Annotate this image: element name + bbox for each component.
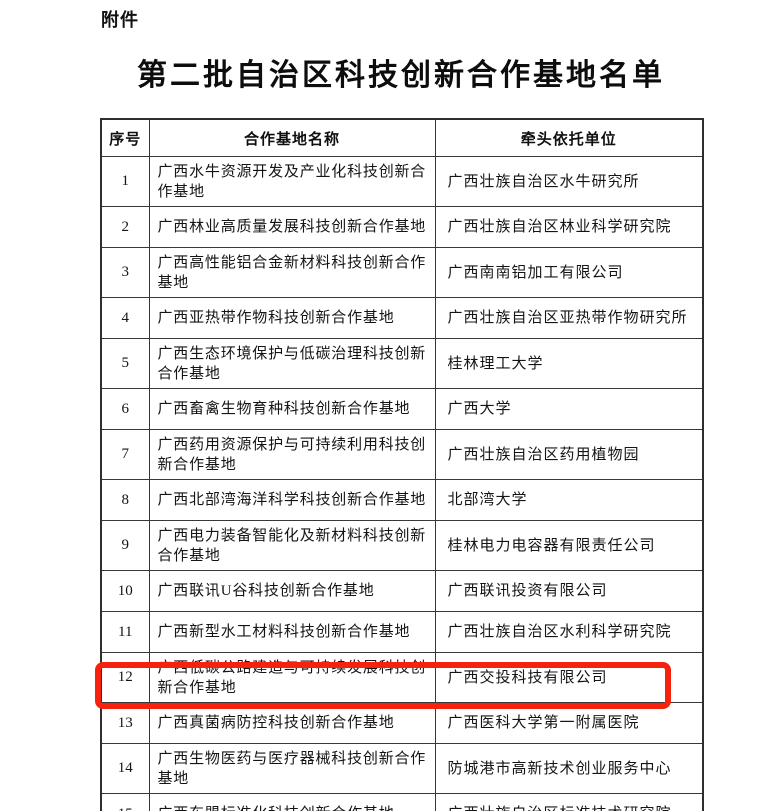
base-name-cell: 广西高性能铝合金新材料科技创新合作基地 [148,247,436,298]
row-index-cell: 1 [100,156,150,207]
row-index-cell: 9 [100,520,150,571]
table-row: 5 广西生态环境保护与低碳治理科技创新合作基地 桂林理工大学 [100,338,704,389]
unit-cell: 防城港市高新技术创业服务中心 [434,743,704,794]
column-header-index: 序号 [100,118,150,157]
unit-cell: 广西医科大学第一附属医院 [434,702,704,744]
unit-cell: 广西壮族自治区标准技术研究院 [434,793,704,811]
unit-cell: 广西壮族自治区水利科学研究院 [434,611,704,653]
unit-cell: 广西南南铝加工有限公司 [434,247,704,298]
unit-cell: 北部湾大学 [434,479,704,521]
page-title: 第二批自治区科技创新合作基地名单 [137,59,665,92]
base-name-cell: 广西北部湾海洋科学科技创新合作基地 [148,479,436,521]
row-index-cell: 12 [100,652,150,703]
table-row: 12 广西低碳公路建造与可持续发展科技创新合作基地 广西交投科技有限公司 [100,652,704,703]
base-name-cell: 广西畜禽生物育种科技创新合作基地 [148,388,436,430]
table-row: 4 广西亚热带作物科技创新合作基地 广西壮族自治区亚热带作物研究所 [100,297,704,339]
table-row: 8 广西北部湾海洋科学科技创新合作基地 北部湾大学 [100,479,704,521]
unit-cell: 广西壮族自治区亚热带作物研究所 [434,297,704,339]
unit-cell: 广西壮族自治区药用植物园 [434,429,704,480]
table-row: 1 广西水牛资源开发及产业化科技创新合作基地 广西壮族自治区水牛研究所 [100,156,704,207]
cooperation-base-table: 序号 合作基地名称 牵头依托单位 1 广西水牛资源开发及产业化科技创新合作基地 … [100,118,704,811]
unit-cell: 广西壮族自治区林业科学研究院 [434,206,704,248]
row-index-cell: 4 [100,297,150,339]
row-index-cell: 7 [100,429,150,480]
table-row: 7 广西药用资源保护与可持续利用科技创新合作基地 广西壮族自治区药用植物园 [100,429,704,480]
base-name-cell: 广西亚热带作物科技创新合作基地 [148,297,436,339]
table-row: 2 广西林业高质量发展科技创新合作基地 广西壮族自治区林业科学研究院 [100,206,704,248]
base-name-cell: 广西生物医药与医疗器械科技创新合作基地 [148,743,436,794]
row-index-cell: 2 [100,206,150,248]
base-name-cell: 广西联讯U谷科技创新合作基地 [148,570,436,612]
base-name-cell: 广西水牛资源开发及产业化科技创新合作基地 [148,156,436,207]
row-index-cell: 11 [100,611,150,653]
table-row: 11 广西新型水工材料科技创新合作基地 广西壮族自治区水利科学研究院 [100,611,704,653]
base-name-cell: 广西药用资源保护与可持续利用科技创新合作基地 [148,429,436,480]
base-name-cell: 广西电力装备智能化及新材料科技创新合作基地 [148,520,436,571]
table-row: 14 广西生物医药与医疗器械科技创新合作基地 防城港市高新技术创业服务中心 [100,743,704,794]
table-row: 9 广西电力装备智能化及新材料科技创新合作基地 桂林电力电容器有限责任公司 [100,520,704,571]
base-name-cell: 广西低碳公路建造与可持续发展科技创新合作基地 [148,652,436,703]
column-header-unit: 牵头依托单位 [434,118,704,157]
base-name-cell: 广西东盟标准化科技创新合作基地 [148,793,436,811]
row-index-cell: 13 [100,702,150,744]
row-index-cell: 10 [100,570,150,612]
row-index-cell: 5 [100,338,150,389]
base-name-cell: 广西生态环境保护与低碳治理科技创新合作基地 [148,338,436,389]
table-row-highlighted: 13 广西真菌病防控科技创新合作基地 广西医科大学第一附属医院 [100,702,704,744]
row-index-cell: 14 [100,743,150,794]
table-row: 6 广西畜禽生物育种科技创新合作基地 广西大学 [100,388,704,430]
row-index-cell: 6 [100,388,150,430]
table-row: 10 广西联讯U谷科技创新合作基地 广西联讯投资有限公司 [100,570,704,612]
unit-cell: 广西大学 [434,388,704,430]
unit-cell: 广西联讯投资有限公司 [434,570,704,612]
unit-cell: 广西壮族自治区水牛研究所 [434,156,704,207]
table-header-row: 序号 合作基地名称 牵头依托单位 [100,118,704,157]
row-index-cell: 8 [100,479,150,521]
base-name-cell: 广西真菌病防控科技创新合作基地 [148,702,436,744]
base-name-cell: 广西新型水工材料科技创新合作基地 [148,611,436,653]
unit-cell: 广西交投科技有限公司 [434,652,704,703]
unit-cell: 桂林理工大学 [434,338,704,389]
base-name-cell: 广西林业高质量发展科技创新合作基地 [148,206,436,248]
table-row: 3 广西高性能铝合金新材料科技创新合作基地 广西南南铝加工有限公司 [100,247,704,298]
table-row: 15 广西东盟标准化科技创新合作基地 广西壮族自治区标准技术研究院 [100,793,704,811]
row-index-cell: 3 [100,247,150,298]
row-index-cell: 15 [100,793,150,811]
attachment-label: 附件 [101,10,139,30]
unit-cell: 桂林电力电容器有限责任公司 [434,520,704,571]
column-header-base-name: 合作基地名称 [148,118,436,157]
